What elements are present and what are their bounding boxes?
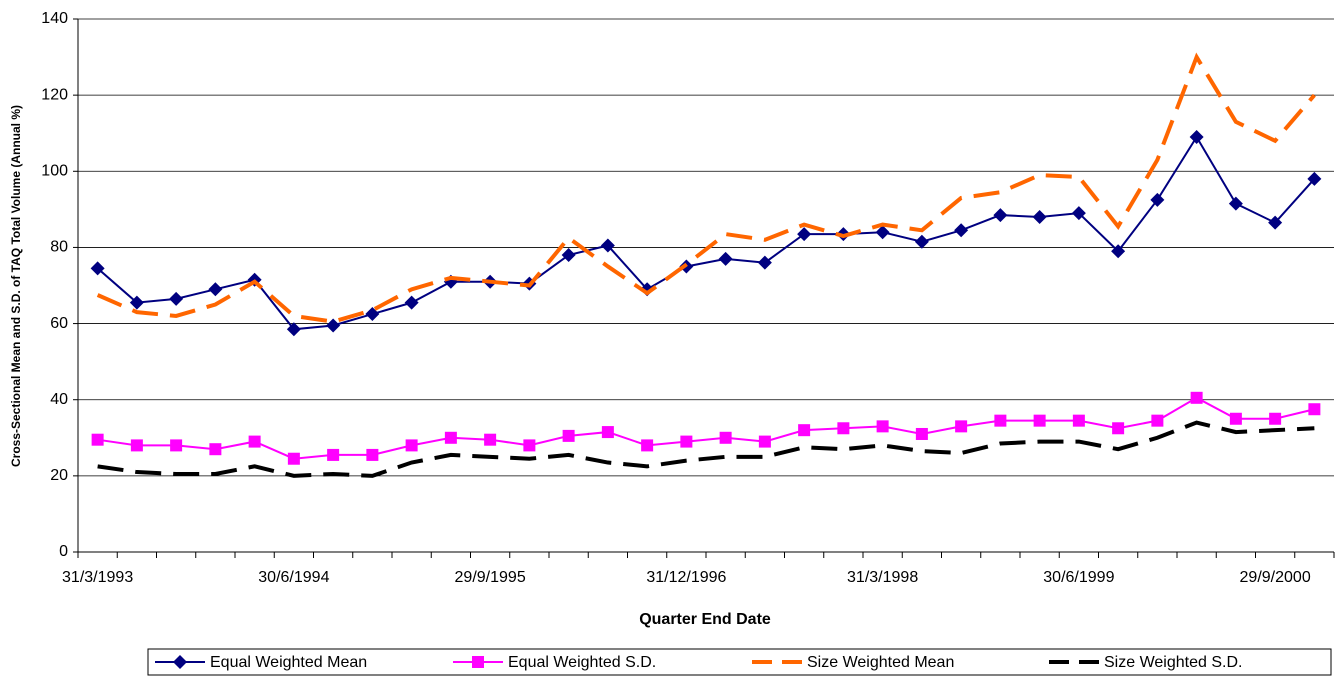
x-tick-label: 29/9/1995 xyxy=(455,569,526,586)
legend-box xyxy=(147,648,1332,676)
square-marker xyxy=(798,424,811,437)
diamond-marker xyxy=(1111,244,1126,259)
x-tick-label: 30/6/1999 xyxy=(1043,569,1114,586)
diamond-marker xyxy=(1307,171,1322,186)
square-marker xyxy=(1151,414,1164,427)
x-axis-label: Quarter End Date xyxy=(639,611,771,628)
x-tick-label: 30/6/1994 xyxy=(258,569,329,586)
square-marker xyxy=(209,443,222,456)
diamond-marker xyxy=(1268,215,1283,230)
square-marker xyxy=(1229,412,1242,425)
square-marker xyxy=(366,448,379,461)
square-marker xyxy=(955,420,968,433)
diamond-marker xyxy=(914,234,929,249)
square-marker xyxy=(1033,414,1046,427)
series-line xyxy=(96,52,1316,324)
square-marker xyxy=(405,439,418,452)
legend-marker xyxy=(472,656,484,668)
diamond-marker xyxy=(1032,209,1047,224)
square-marker xyxy=(1308,403,1321,416)
square-marker xyxy=(601,426,614,439)
diamond-marker xyxy=(286,322,301,337)
diamond-marker xyxy=(954,223,969,238)
square-marker xyxy=(91,433,104,446)
square-marker xyxy=(523,439,536,452)
y-axis-label: Cross-Sectional Mean and S.D. of TAQ Tot… xyxy=(9,105,23,467)
square-marker xyxy=(1190,391,1203,404)
diamond-marker xyxy=(1228,196,1243,211)
square-marker xyxy=(287,452,300,465)
diamond-marker xyxy=(326,318,341,333)
square-marker xyxy=(444,431,457,444)
diamond-marker xyxy=(797,227,812,242)
square-marker xyxy=(1072,414,1085,427)
diamond-marker xyxy=(169,291,184,306)
square-marker xyxy=(170,439,183,452)
diamond-marker xyxy=(1189,130,1204,145)
square-marker xyxy=(915,427,928,440)
y-tick-label: 80 xyxy=(50,239,68,256)
square-marker xyxy=(837,422,850,435)
square-marker xyxy=(758,435,771,448)
legend-label: Size Weighted S.D. xyxy=(1104,654,1242,671)
square-marker xyxy=(562,429,575,442)
series-line xyxy=(96,135,1316,331)
square-marker xyxy=(1269,412,1282,425)
y-tick-label: 40 xyxy=(50,391,68,408)
y-tick-label: 20 xyxy=(50,467,68,484)
square-marker xyxy=(719,431,732,444)
y-tick-label: 120 xyxy=(41,86,68,103)
y-tick-label: 100 xyxy=(41,163,68,180)
diamond-marker xyxy=(1150,192,1165,207)
series-line xyxy=(97,420,1315,478)
diamond-marker xyxy=(718,251,733,266)
square-marker xyxy=(680,435,693,448)
diamond-marker xyxy=(561,248,576,263)
y-tick-label: 0 xyxy=(59,543,68,560)
diamond-marker xyxy=(90,261,105,276)
square-marker xyxy=(484,433,497,446)
x-tick-label: 31/12/1996 xyxy=(646,569,726,586)
x-tick-label: 29/9/2000 xyxy=(1240,569,1311,586)
diamond-marker xyxy=(757,255,772,270)
x-tick-label: 31/3/1998 xyxy=(847,569,918,586)
diamond-marker xyxy=(600,238,615,253)
diamond-marker xyxy=(129,295,144,310)
legend-label: Size Weighted Mean xyxy=(807,654,954,671)
x-tick-label: 31/3/1993 xyxy=(62,569,133,586)
diamond-marker xyxy=(208,282,223,297)
diamond-marker xyxy=(1071,206,1086,221)
square-marker xyxy=(876,420,889,433)
diamond-marker xyxy=(993,208,1008,223)
y-tick-label: 60 xyxy=(50,315,68,332)
series-line xyxy=(97,396,1315,460)
square-marker xyxy=(641,439,654,452)
square-marker xyxy=(1112,422,1125,435)
square-marker xyxy=(248,435,261,448)
legend-label: Equal Weighted S.D. xyxy=(508,654,656,671)
square-marker xyxy=(994,414,1007,427)
diamond-marker xyxy=(404,295,419,310)
legend-label: Equal Weighted Mean xyxy=(210,654,367,671)
square-marker xyxy=(327,448,340,461)
diamond-marker xyxy=(875,225,890,240)
y-tick-label: 140 xyxy=(41,10,68,27)
square-marker xyxy=(130,439,143,452)
legend-marker xyxy=(173,655,187,669)
